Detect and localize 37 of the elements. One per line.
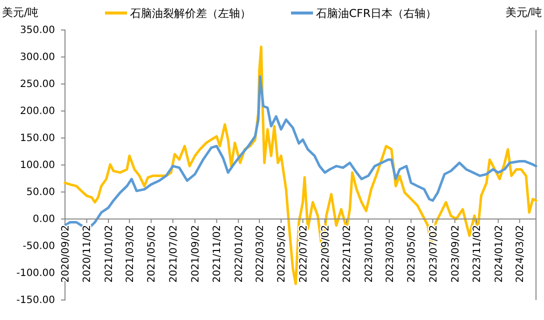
y-tick-label: -100.00 xyxy=(16,268,55,280)
x-tick-label: 2023/05/02 xyxy=(406,225,418,283)
y-tick-label: 250.00 xyxy=(20,79,55,90)
y-tick-label: 150.00 xyxy=(20,133,55,144)
x-tick-label: 2022/03/02 xyxy=(254,225,266,283)
x-tick-label: 2023/03/02 xyxy=(384,225,396,283)
x-tick-label: 2024/01/02 xyxy=(494,225,505,283)
x-tick-label: 2023/01/02 xyxy=(364,225,375,283)
x-tick-label: 2020/09/02 xyxy=(60,225,72,283)
x-tick-label: 2020/11/02 xyxy=(82,225,94,283)
x-tick-label: 2022/07/02 xyxy=(298,225,310,283)
y-axis-title: 美元/吨 xyxy=(2,6,39,19)
x-tick-label: 2023/09/02 xyxy=(450,225,462,283)
x-tick-label: 2022/09/02 xyxy=(320,225,332,283)
x-tick-label: 2022/11/02 xyxy=(342,225,354,283)
x-tick-label: 2021/09/02 xyxy=(190,225,202,283)
x-tick-label: 2021/07/02 xyxy=(168,225,180,283)
y-tick-label: 50.00 xyxy=(26,187,55,198)
x-tick-label: 2023/07/02 xyxy=(428,225,440,283)
legend-label: 石脑油CFR日本（右轴） xyxy=(316,7,437,20)
x-tick-label: 2022/01/02 xyxy=(234,225,245,283)
y-tick-label: 100.00 xyxy=(20,160,55,172)
x-tick-label: 2024/03/02 xyxy=(515,225,526,283)
x-tick-label: 2022/05/02 xyxy=(276,225,288,283)
x-tick-label: 2021/01/02 xyxy=(104,225,115,283)
y-tick-label: -50.00 xyxy=(22,241,55,252)
x-tick-label: 2023/11/02 xyxy=(472,225,484,283)
y-tick-label: 0.00 xyxy=(32,214,55,226)
x-tick-label: 2021/05/02 xyxy=(146,225,158,283)
y-tick-label: -150.00 xyxy=(16,295,55,306)
y-tick-label: 200.00 xyxy=(20,106,55,118)
x-tick-label: 2021/11/02 xyxy=(212,225,224,283)
y-tick-label: 300.00 xyxy=(20,52,55,64)
y2-axis-title: 美元/吨 xyxy=(505,6,542,19)
y-tick-label: 350.00 xyxy=(20,25,55,36)
x-tick-label: 2021/03/02 xyxy=(124,225,136,283)
legend-label: 石脑油裂解价差（左轴） xyxy=(130,7,251,20)
